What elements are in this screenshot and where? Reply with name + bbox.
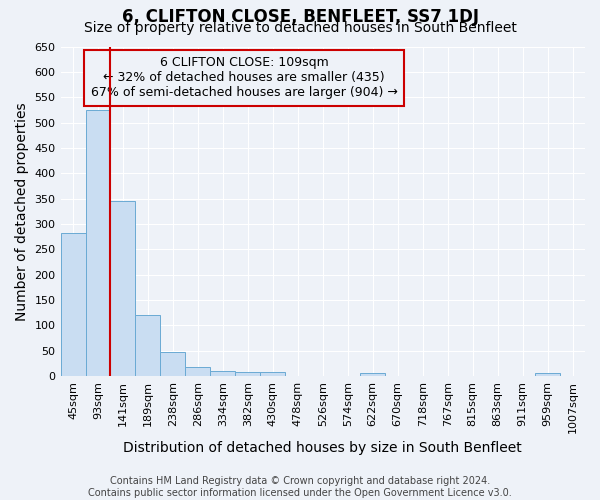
Text: 6, CLIFTON CLOSE, BENFLEET, SS7 1DJ: 6, CLIFTON CLOSE, BENFLEET, SS7 1DJ <box>121 8 479 26</box>
Bar <box>235 372 260 376</box>
Bar <box>260 372 286 376</box>
Text: Contains HM Land Registry data © Crown copyright and database right 2024.
Contai: Contains HM Land Registry data © Crown c… <box>88 476 512 498</box>
Bar <box>110 201 136 376</box>
Bar <box>136 315 160 376</box>
Bar <box>86 110 110 376</box>
Bar <box>211 371 235 376</box>
Bar <box>61 232 86 376</box>
Text: Size of property relative to detached houses in South Benfleet: Size of property relative to detached ho… <box>83 21 517 35</box>
Bar <box>160 352 185 376</box>
Bar <box>535 374 560 376</box>
Bar <box>360 374 385 376</box>
Text: 6 CLIFTON CLOSE: 109sqm
← 32% of detached houses are smaller (435)
67% of semi-d: 6 CLIFTON CLOSE: 109sqm ← 32% of detache… <box>91 56 398 100</box>
Bar <box>185 367 211 376</box>
Y-axis label: Number of detached properties: Number of detached properties <box>15 102 29 320</box>
X-axis label: Distribution of detached houses by size in South Benfleet: Distribution of detached houses by size … <box>124 441 522 455</box>
